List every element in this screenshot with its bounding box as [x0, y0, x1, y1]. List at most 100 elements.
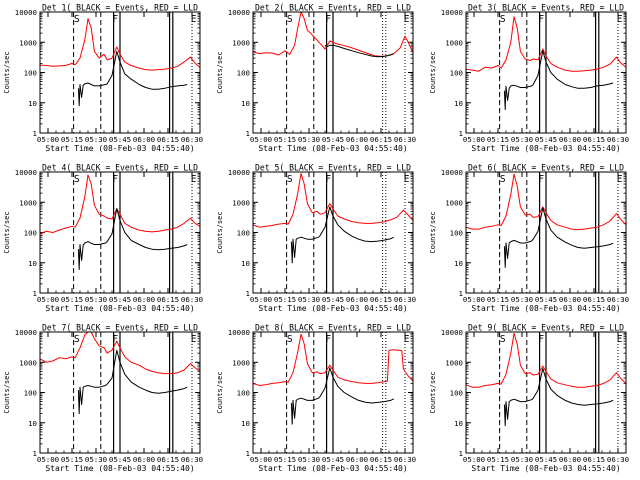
detector-panel-2: Det 2( BLACK = Events, RED = LLD Counts/s…: [216, 4, 416, 154]
x-tick-label: 05:15: [487, 455, 509, 464]
y-tick-label: 10000: [228, 8, 250, 17]
y-tick-label: 10000: [15, 328, 37, 337]
x-tick-label: 06:00: [559, 455, 581, 464]
x-tick-label: 05:30: [511, 455, 533, 464]
x-tick-label: 05:30: [85, 135, 107, 144]
events-series-line: [78, 51, 187, 105]
y-axis-label: Counts/sec: [216, 211, 224, 253]
x-tick-label: 06:00: [133, 135, 155, 144]
x-tick-label: 05:00: [250, 135, 272, 144]
region-label: S: [500, 334, 506, 345]
y-tick-label: 10: [454, 99, 463, 108]
region-label: S: [74, 174, 80, 185]
plot-data: SFE: [40, 332, 200, 453]
events-series-line: [291, 368, 393, 424]
y-axis-label: Counts/sec: [429, 211, 437, 253]
y-tick-label: 100: [237, 69, 250, 78]
plot-data: SFE: [253, 12, 413, 133]
region-label: E: [191, 14, 197, 25]
plot-data: SFE: [466, 172, 626, 293]
x-tick-label: 06:30: [181, 135, 203, 144]
y-tick-label: 1000: [19, 198, 37, 207]
x-axis-label: Start Time (08-Feb-03 04:55:40): [258, 304, 407, 313]
region-label: S: [500, 14, 506, 25]
x-tick-label: 05:00: [37, 455, 59, 464]
detector-panel-3: Det 3( BLACK = Events, RED = LLD Counts/s…: [429, 4, 629, 154]
detector-panel-8: Det 8( BLACK = Events, RED = LLDCounts/s…: [216, 324, 416, 474]
x-tick-label: 05:45: [535, 455, 557, 464]
x-axis-label: Start Time (08-Feb-03 04:55:40): [45, 144, 194, 153]
y-tick-label: 10000: [441, 8, 463, 17]
detector-panel-5: Det 5( BLACK = Events, RED = LLD Counts/s…: [216, 164, 416, 314]
x-tick-label: 06:15: [157, 455, 179, 464]
x-tick-label: 06:30: [181, 295, 203, 304]
x-axis-label: Start Time (08-Feb-03 04:55:40): [471, 304, 620, 313]
x-tick-label: 05:30: [298, 455, 320, 464]
region-label: S: [287, 174, 293, 185]
y-tick-label: 1000: [19, 358, 37, 367]
x-tick-label: 05:00: [37, 135, 59, 144]
x-tick-label: 05:45: [322, 295, 344, 304]
x-tick-label: 06:15: [370, 295, 392, 304]
x-tick-label: 05:45: [535, 295, 557, 304]
x-tick-label: 06:00: [559, 135, 581, 144]
x-tick-label: 06:30: [607, 455, 629, 464]
x-tick-label: 06:00: [133, 295, 155, 304]
region-label: F: [538, 334, 544, 345]
x-tick-label: 05:00: [250, 455, 272, 464]
x-tick-label: 06:15: [370, 455, 392, 464]
y-tick-label: 100: [450, 229, 463, 238]
x-tick-label: 05:15: [274, 455, 296, 464]
x-tick-label: 05:45: [322, 135, 344, 144]
x-tick-label: 05:00: [463, 135, 485, 144]
plot-data: SFE: [40, 172, 200, 293]
y-tick-label: 1000: [445, 198, 463, 207]
x-tick-label: 05:15: [61, 455, 83, 464]
region-label: E: [404, 174, 410, 185]
y-axis-label: Counts/sec: [429, 371, 437, 413]
x-tick-label: 05:00: [37, 295, 59, 304]
x-tick-label: 05:45: [109, 135, 131, 144]
y-tick-label: 1000: [232, 198, 250, 207]
detector-panel-9: Det 9( BLACK = Events, RED = LLDCounts/s…: [429, 324, 629, 474]
x-axis-label: Start Time (08-Feb-03 04:55:40): [45, 464, 194, 473]
region-label: E: [191, 174, 197, 185]
region-label: E: [404, 14, 410, 25]
y-tick-label: 10: [241, 99, 250, 108]
x-tick-label: 05:15: [61, 295, 83, 304]
region-label: F: [112, 334, 118, 345]
plot-data: SFE: [253, 172, 413, 293]
y-tick-label: 100: [24, 389, 37, 398]
y-tick-label: 10000: [441, 328, 463, 337]
x-tick-label: 06:15: [583, 295, 605, 304]
y-tick-label: 100: [24, 229, 37, 238]
x-tick-label: 06:30: [394, 455, 416, 464]
y-tick-label: 10: [241, 419, 250, 428]
region-label: E: [617, 174, 623, 185]
y-tick-label: 10: [454, 259, 463, 268]
y-tick-label: 1000: [19, 38, 37, 47]
y-tick-label: 10000: [228, 168, 250, 177]
x-tick-label: 05:15: [487, 295, 509, 304]
y-tick-label: 10: [454, 419, 463, 428]
x-tick-label: 06:15: [583, 135, 605, 144]
y-tick-label: 1000: [232, 358, 250, 367]
region-label: E: [617, 334, 623, 345]
y-axis-label: Counts/sec: [3, 211, 11, 253]
y-axis-label: Counts/sec: [216, 51, 224, 93]
x-tick-label: 06:30: [394, 135, 416, 144]
y-tick-label: 1000: [445, 38, 463, 47]
detector-panel-1: Det 1( BLACK = Events, RED = LLD Counts/s…: [3, 4, 203, 154]
events-series-line: [291, 207, 393, 263]
y-axis-label: Counts/sec: [216, 371, 224, 413]
x-tick-label: 06:00: [559, 295, 581, 304]
region-label: F: [112, 174, 118, 185]
x-tick-label: 05:45: [322, 455, 344, 464]
x-tick-label: 06:00: [346, 295, 368, 304]
events-series-line: [78, 350, 187, 413]
x-tick-label: 05:30: [85, 455, 107, 464]
region-label: F: [112, 14, 118, 25]
